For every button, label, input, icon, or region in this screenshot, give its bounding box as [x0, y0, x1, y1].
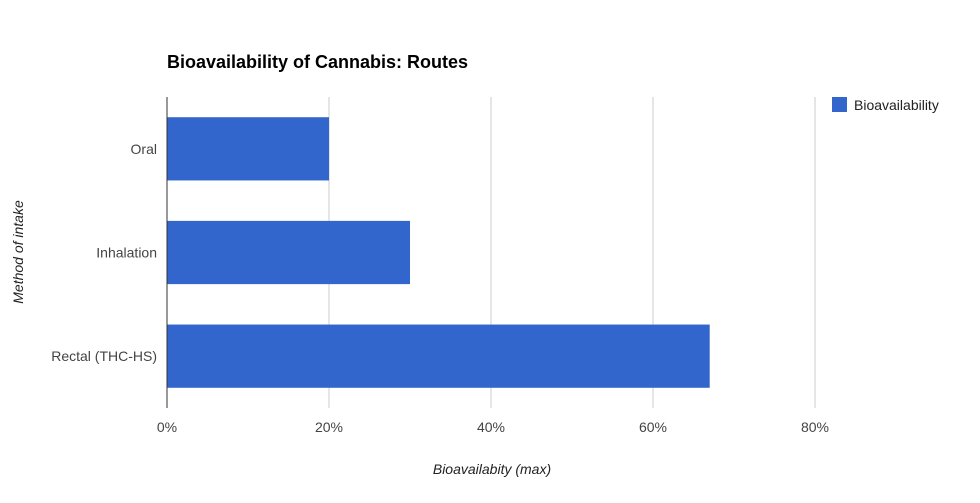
category-label: Oral	[131, 141, 157, 157]
category-label: Inhalation	[96, 245, 157, 261]
x-tick-label: 20%	[315, 419, 343, 435]
x-tick-label: 40%	[477, 419, 505, 435]
x-tick-labels: 0% 20% 40% 60% 80%	[157, 419, 829, 435]
legend-label: Bioavailability	[854, 97, 939, 113]
legend-swatch	[832, 97, 847, 112]
bar	[167, 324, 710, 388]
x-axis-title: Bioavailabity (max)	[433, 461, 551, 477]
x-tick-label: 0%	[157, 419, 177, 435]
bars	[167, 117, 710, 388]
category-labels: Oral Inhalation Rectal (THC-HS)	[51, 141, 157, 364]
chart-title: Bioavailability of Cannabis: Routes	[167, 52, 468, 72]
x-tick-label: 80%	[801, 419, 829, 435]
y-axis-title: Method of intake	[10, 200, 26, 304]
bar	[167, 117, 329, 181]
bar	[167, 220, 410, 285]
category-label: Rectal (THC-HS)	[51, 348, 157, 364]
legend: Bioavailability	[832, 97, 939, 113]
x-tick-label: 60%	[639, 419, 667, 435]
